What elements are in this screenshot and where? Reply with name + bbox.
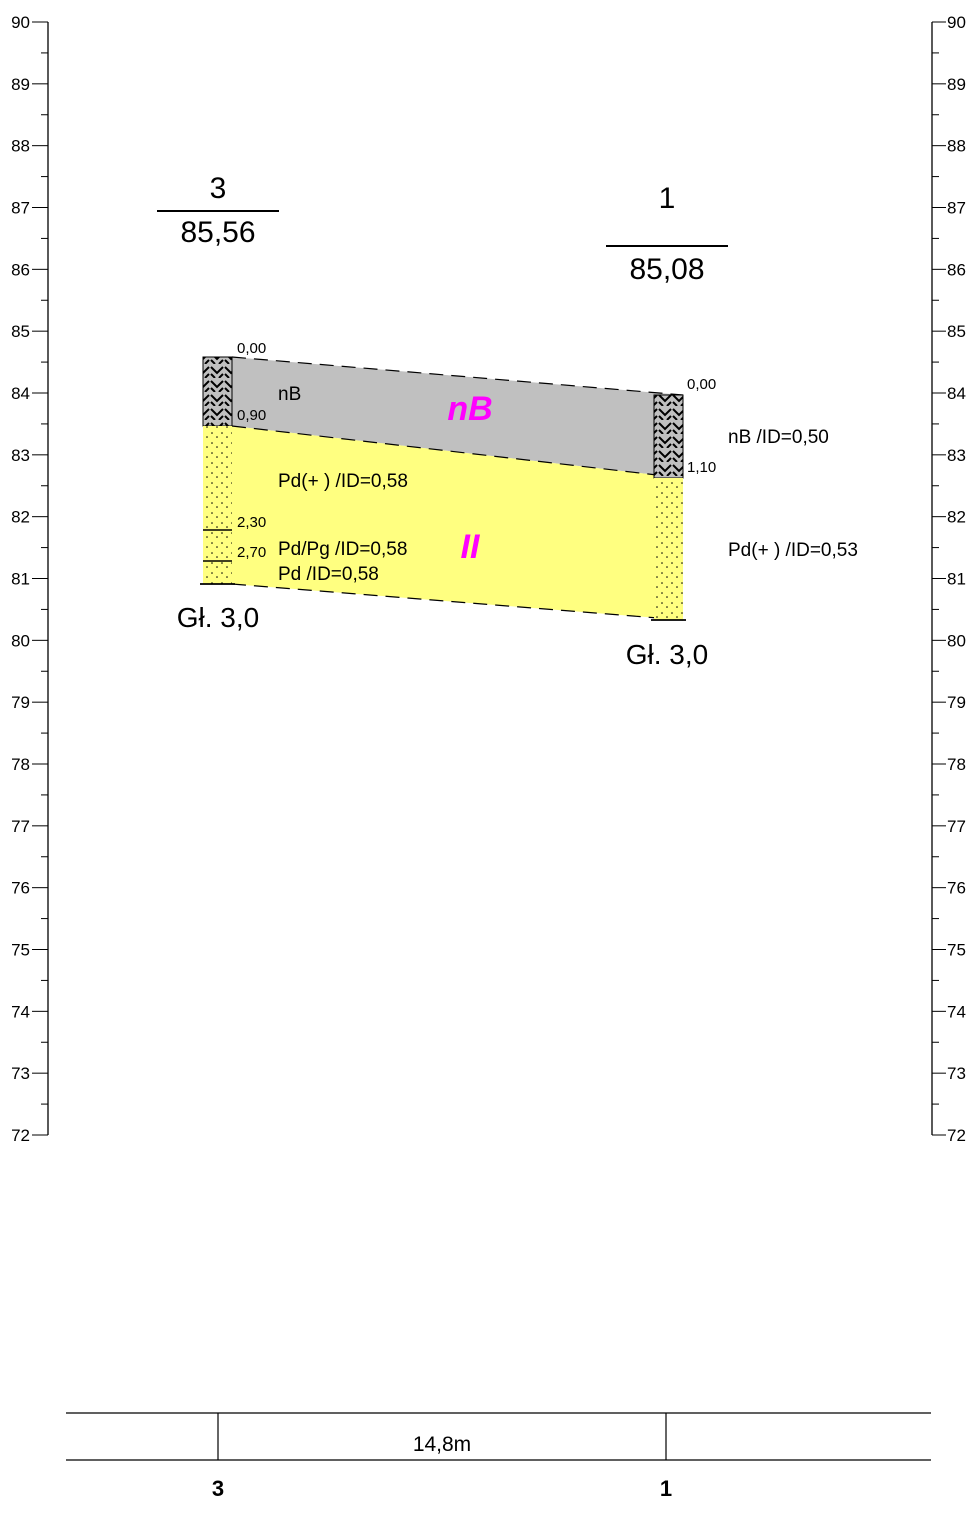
zone-label-nb: nB <box>447 390 492 428</box>
borehole-3-layer-label: nB <box>278 384 301 405</box>
borehole-3-bottom-name: 3 <box>212 1476 224 1501</box>
right-axis-tick-label: 78 <box>947 755 966 774</box>
borehole-3-layer-label: Pd(+ ) /ID=0,58 <box>278 471 408 492</box>
nb-layer-zone <box>232 357 683 478</box>
left-axis-tick-label: 75 <box>11 941 30 960</box>
left-axis-tick-label: 89 <box>11 75 30 94</box>
borehole-1-depth-mark: 1,10 <box>687 459 716 476</box>
left-axis-tick-label: 81 <box>11 570 30 589</box>
left-axis-tick-label: 90 <box>11 13 30 32</box>
right-axis-tick-label: 88 <box>947 137 966 156</box>
borehole-3-layer-label: Pd /ID=0,58 <box>278 564 379 585</box>
borehole-3-depth-mark: 2,30 <box>237 514 266 531</box>
borehole-1-column <box>651 394 686 621</box>
right-axis-tick-label: 80 <box>947 631 966 650</box>
borehole-3-depth-mark: 0,90 <box>237 407 266 424</box>
boundary-bottom <box>231 583 684 621</box>
right-axis-tick-label: 75 <box>947 941 966 960</box>
right-axis-tick-label: 86 <box>947 260 966 279</box>
right-axis-tick-label: 90 <box>947 13 966 32</box>
borehole-3-column <box>200 356 235 585</box>
borehole-3-layer-label: Pd/Pg /ID=0,58 <box>278 539 407 560</box>
right-axis-tick-label: 83 <box>947 446 966 465</box>
right-axis-tick-label: 82 <box>947 508 966 527</box>
right-elevation-axis: 90 89 88 87 86 85 84 83 82 81 80 79 78 77 76 75 74 73 72 <box>931 13 966 1145</box>
right-axis-tick-label: 89 <box>947 75 966 94</box>
right-axis-tick-label: 81 <box>947 570 966 589</box>
right-axis-tick-label: 76 <box>947 879 966 898</box>
right-axis-tick-label: 72 <box>947 1126 966 1145</box>
borehole-1-depth-mark: 0,00 <box>687 376 716 393</box>
right-axis-tick-label: 84 <box>947 384 966 403</box>
borehole-1-layer-label: Pd(+ ) /ID=0,53 <box>728 540 858 561</box>
borehole-1-number: 1 <box>659 182 676 215</box>
left-axis-tick-label: 82 <box>11 508 30 527</box>
sand-layer-zone <box>232 426 683 620</box>
borehole-3-depth-label: Gł. 3,0 <box>177 602 259 633</box>
borehole-3-depth-mark: 0,00 <box>237 340 266 357</box>
left-axis-tick-label: 83 <box>11 446 30 465</box>
right-axis-tick-label: 77 <box>947 817 966 836</box>
right-axis-tick-label: 74 <box>947 1002 966 1021</box>
zone-label-ii: II <box>461 528 481 566</box>
left-axis-tick-label: 88 <box>11 137 30 156</box>
right-axis-tick-label: 73 <box>947 1064 966 1083</box>
left-axis-tick-label: 76 <box>11 879 30 898</box>
borehole-3-elevation: 85,56 <box>180 216 255 249</box>
right-axis-tick-label: 85 <box>947 322 966 341</box>
distance-label: 14,8m <box>413 1433 471 1456</box>
left-axis-tick-label: 79 <box>11 693 30 712</box>
borehole-1-elevation: 85,08 <box>629 253 704 286</box>
left-axis-tick-label: 72 <box>11 1126 30 1145</box>
left-axis-tick-label: 77 <box>11 817 30 836</box>
left-axis-tick-label: 74 <box>11 1002 30 1021</box>
borehole-1-depth-label: Gł. 3,0 <box>626 639 708 670</box>
left-elevation-axis: 90 89 88 87 86 85 84 83 82 81 80 79 78 77 76 75 74 73 72 <box>11 13 49 1145</box>
left-axis-tick-label: 84 <box>11 384 30 403</box>
left-axis-tick-label: 73 <box>11 1064 30 1083</box>
boundary-nb-sand <box>231 425 684 479</box>
right-axis-tick-label: 79 <box>947 693 966 712</box>
left-axis-tick-label: 86 <box>11 260 30 279</box>
borehole-3-depth-mark: 2,70 <box>237 544 266 561</box>
left-axis-tick-label: 85 <box>11 322 30 341</box>
left-axis-tick-label: 78 <box>11 755 30 774</box>
right-axis-tick-label: 87 <box>947 199 966 218</box>
distance-table <box>66 1412 931 1461</box>
borehole-3-number: 3 <box>210 172 227 205</box>
borehole-1-layer-label: nB /ID=0,50 <box>728 427 829 448</box>
left-axis-tick-label: 87 <box>11 199 30 218</box>
left-axis-tick-label: 80 <box>11 631 30 650</box>
boundary-top <box>231 356 684 396</box>
borehole-1-bottom-name: 1 <box>660 1476 672 1501</box>
